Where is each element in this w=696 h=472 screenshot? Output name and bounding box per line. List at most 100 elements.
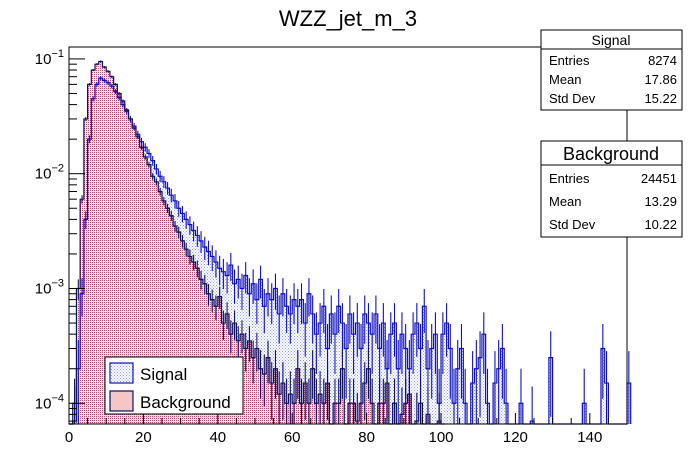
signal-bin [336,306,341,424]
signal-bin [277,313,282,424]
background-bin [162,200,166,424]
stats-value: 13.29 [644,194,677,209]
background-bin [147,164,151,424]
x-axis: 0 20 40 60 80 100 120 140 [65,413,628,446]
stats-value: 15.22 [644,91,677,106]
background-bin [150,176,155,424]
background-bin [106,71,110,425]
signal-bin [348,313,352,424]
stats-box-background: Background Entries 24451 Mean 13.29 Std … [540,140,683,238]
background-bin [98,61,103,425]
x-tick-label: 120 [503,429,528,446]
background-bin [169,215,174,424]
stats-label: Std Dev [549,217,596,232]
background-bin [139,147,144,424]
background-bin [266,357,270,424]
background-bin [128,118,133,425]
stats-box-signal: Signal Entries 8274 Mean 17.86 Std Dev 1… [540,29,683,111]
signal-outline [69,77,632,425]
background-bin [95,64,99,424]
background-bin [143,156,148,425]
y-tick-label: 10−2 [35,163,64,183]
signal-bin [422,306,427,424]
stats-label: Mean [549,194,582,209]
legend: Signal Background [104,356,244,415]
stats-label: Entries [549,171,590,186]
stats-value: 10.22 [644,217,677,232]
x-tick-label: 140 [577,429,602,446]
stats-value: 24451 [641,171,677,186]
signal-bin [355,323,360,424]
background-bin [243,348,248,424]
background-bin [109,76,114,424]
signal-bin [388,334,393,424]
signal-bin [414,323,419,424]
signal-bin [400,334,404,424]
signal-bin [321,306,326,424]
signal-bin [299,299,304,424]
legend-swatch-signal [109,362,134,384]
background-bin [255,348,259,424]
y-tick-label: 10−3 [35,277,64,297]
legend-label-signal: Signal [140,365,187,384]
stats-title-signal: Signal [592,32,631,48]
x-tick-label: 80 [358,429,375,446]
y-tick-label: 10−1 [35,48,64,68]
signal-bin [392,323,397,424]
legend-label-background: Background [140,393,231,412]
histogram-outlines [69,60,632,425]
legend-swatch-background [109,390,134,412]
chart-title: WZZ_jet_m_3 [279,6,417,31]
x-tick-label: 40 [209,429,226,446]
background-bin [117,93,122,425]
stats-title-background: Background [563,144,659,164]
signal-bin [288,313,293,424]
background-bin [202,283,207,424]
background-bin [132,128,136,424]
signal-bin [481,334,486,424]
background-bin [191,262,196,424]
x-tick-label: 20 [135,429,152,446]
stats-label: Mean [549,72,582,87]
x-tick-label: 100 [428,429,453,446]
stats-value: 8274 [648,53,677,68]
background-bin [173,226,177,424]
background-bin [184,249,189,424]
background-bin [188,256,192,424]
stats-value: 17.86 [644,72,677,87]
signal-bin [284,306,289,424]
background-bin [195,268,200,424]
background-bin [121,100,125,425]
background-bin [154,181,159,424]
signal-bin [329,313,334,424]
x-tick-label: 0 [65,429,73,446]
background-bin [176,232,181,424]
signal-bin [444,323,449,424]
background-bin [247,340,252,424]
signal-bin [374,313,378,424]
background-bin [251,357,255,424]
background-bin [83,118,88,425]
x-tick-label: 60 [284,429,301,446]
background-bin [113,84,118,425]
background-bin [87,84,92,425]
signal-bin [281,293,285,424]
background-bin [124,109,129,425]
background-bin [180,240,185,424]
background-bin [102,67,107,424]
signal-bin [307,293,311,424]
y-axis: 10−1 10−2 10−3 10−4 [35,48,85,422]
background-bin [165,208,170,424]
signal-bin [441,334,445,424]
signal-bin [292,299,296,424]
stats-label: Entries [549,53,590,68]
signal-bin [411,334,415,424]
stats-label: Std Dev [549,91,596,106]
y-tick-label: 10−4 [35,392,64,412]
background-bin [135,136,140,425]
background-bin [91,70,96,424]
background-bin [199,279,203,424]
signal-bin [381,323,386,424]
